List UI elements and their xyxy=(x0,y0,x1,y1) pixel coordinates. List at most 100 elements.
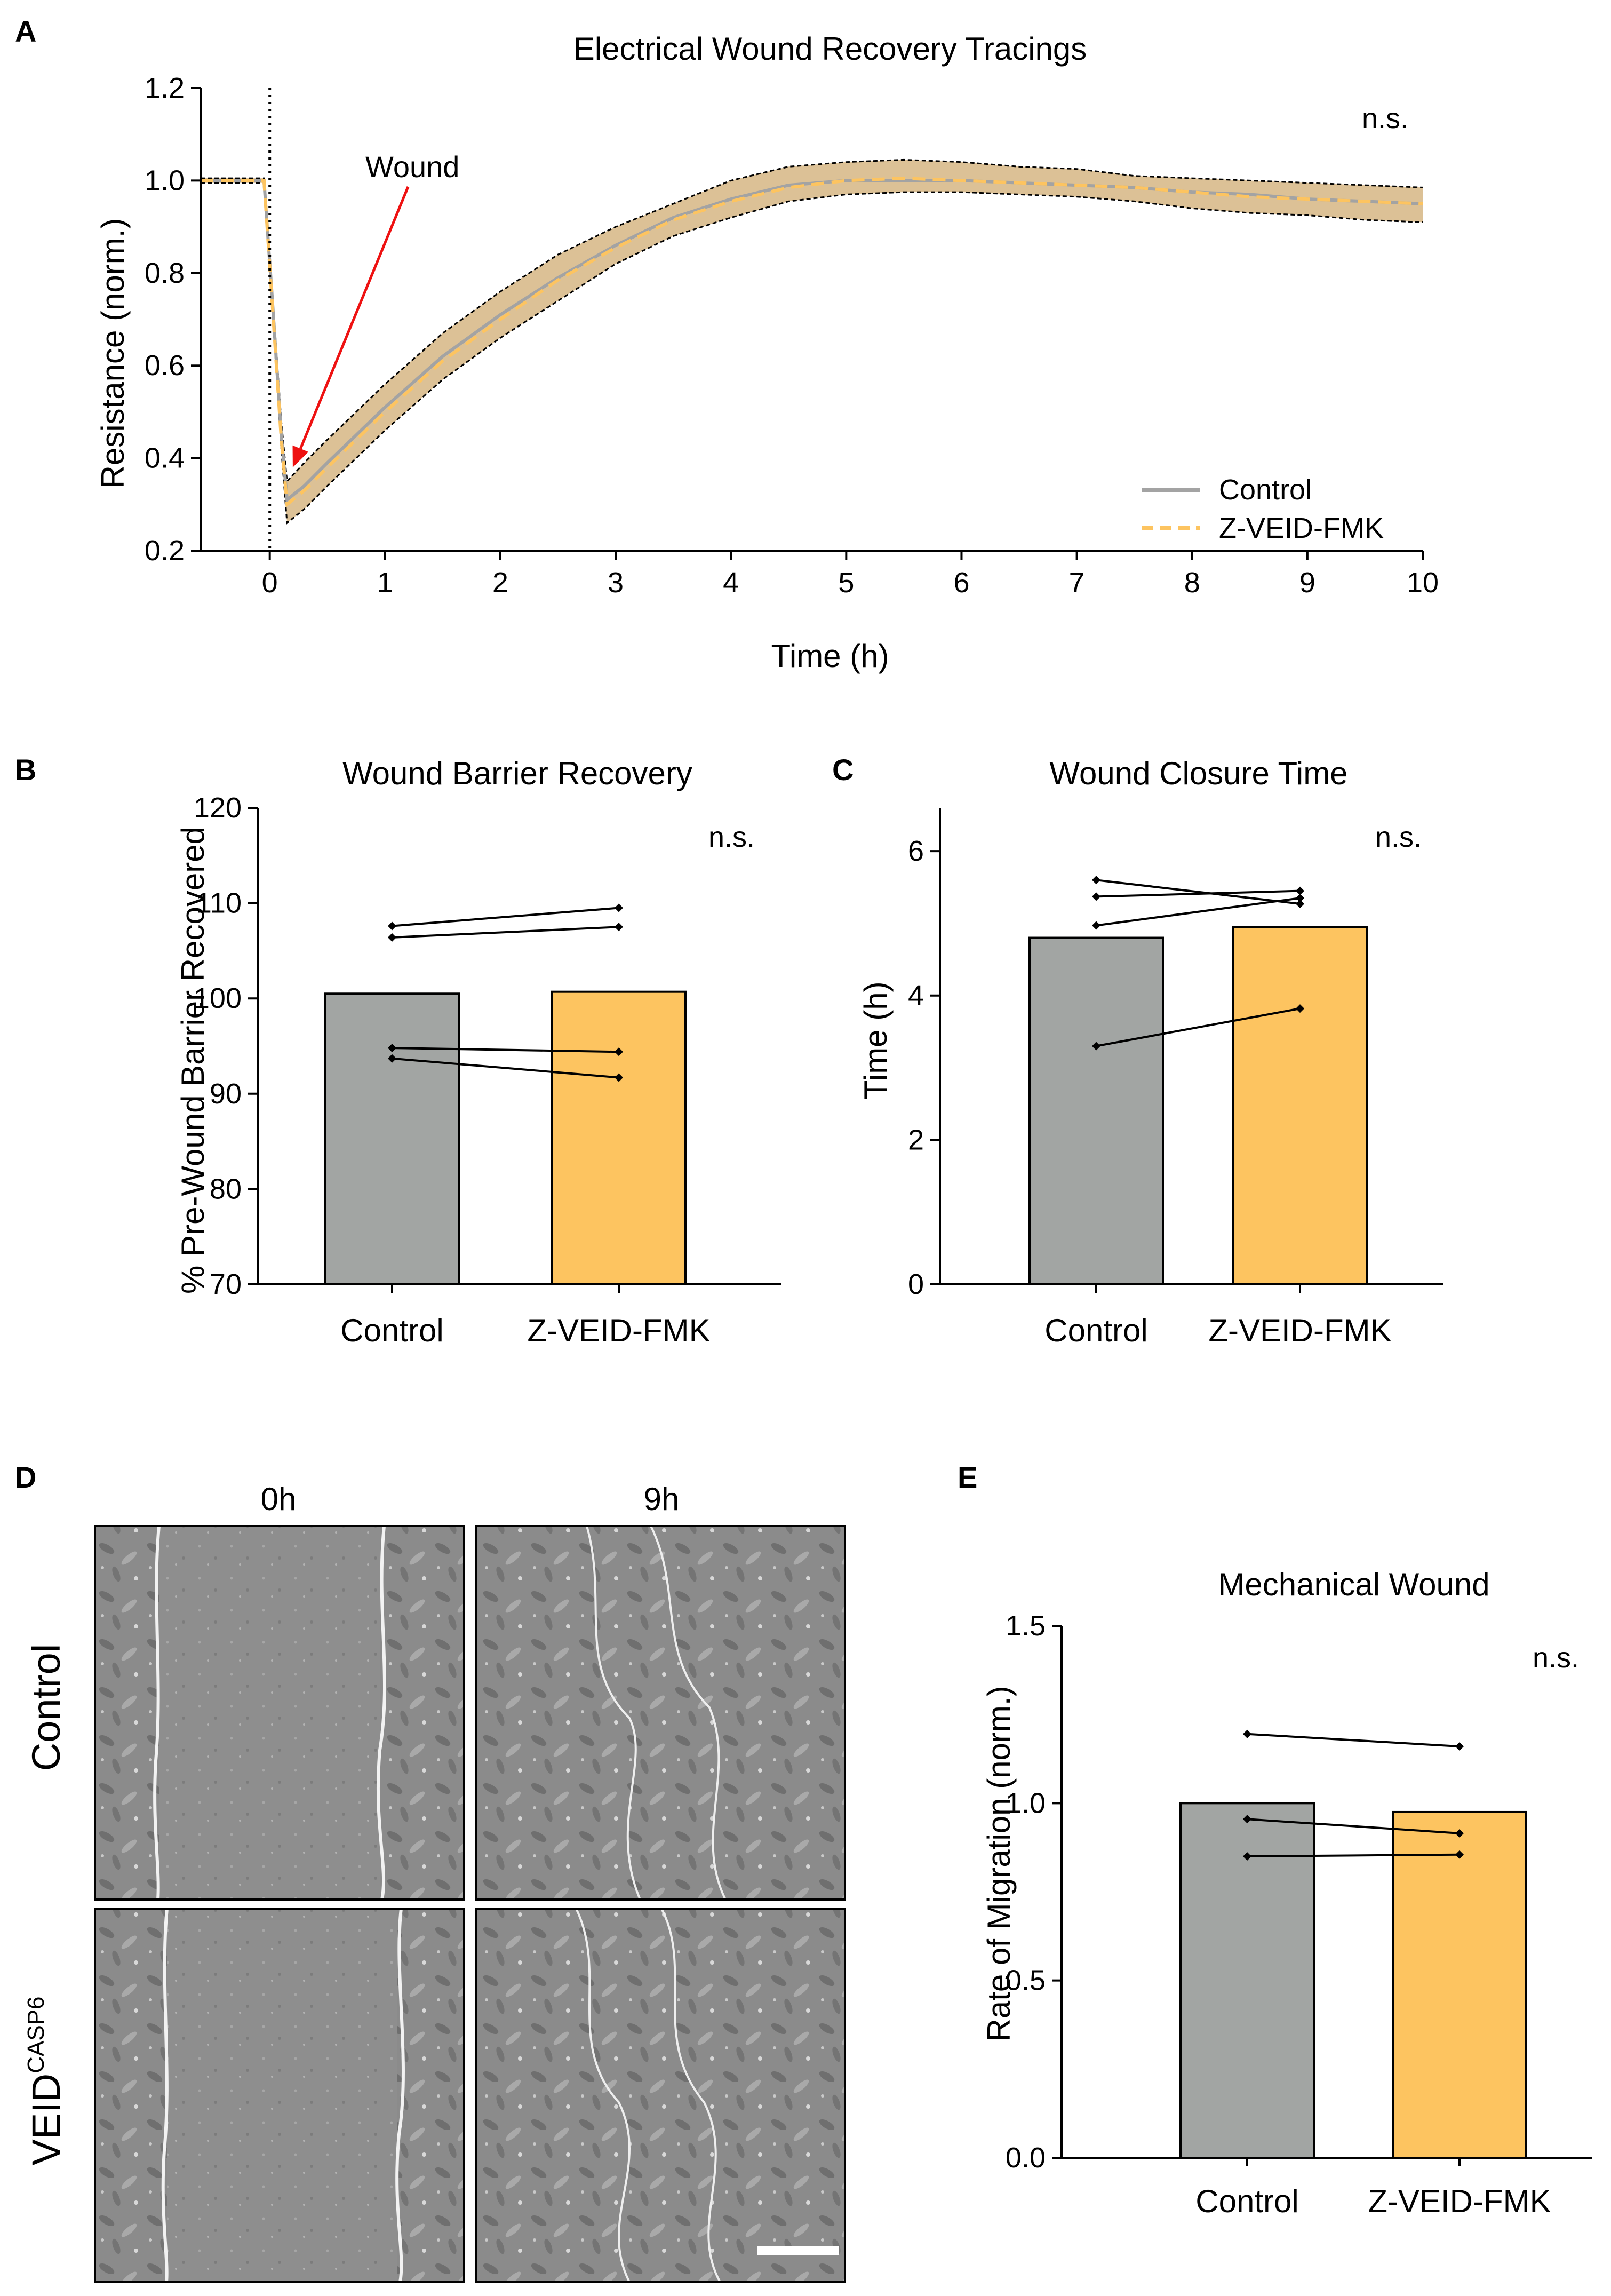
chart-b-bar-z-veid-fmk xyxy=(551,990,687,1285)
chart-c-ylabel: Time (h) xyxy=(858,981,894,1099)
chart-c-bar-control xyxy=(1028,936,1164,1285)
chart-e-pair-point xyxy=(1455,1850,1464,1859)
chart-e-ytick-label: 0.5 xyxy=(1006,1965,1046,1997)
chart-c-bar-z-veid-fmk xyxy=(1232,926,1368,1285)
panel-label-c: C xyxy=(832,753,854,786)
chart-e-pair-point xyxy=(1455,1742,1464,1751)
micrograph-row-label-control: Control xyxy=(24,1644,68,1771)
chart-e-category-label: Control xyxy=(1195,2183,1298,2219)
chart-e-category-label: Z-VEID-FMK xyxy=(1368,2183,1551,2219)
chart-c-title: Wound Closure Time xyxy=(1049,756,1347,791)
chart-b-ytick-label: 100 xyxy=(194,982,242,1014)
chart-e-ytick-label: 1.5 xyxy=(1006,1610,1046,1642)
chart-a-axes: 0.2 0.4 0.6 0.8 1.0 1.2 0 1 2 3 4 5 6 7 8 9 10 xyxy=(145,72,1439,599)
chart-e-ytick-label: 1.0 xyxy=(1006,1787,1046,1819)
chart-c-pair-point xyxy=(1092,921,1100,930)
chart-a-line-z-veid-fmk xyxy=(201,177,1423,508)
chart-e-title: Mechanical Wound xyxy=(1218,1567,1489,1602)
chart-b-ytick-label: 70 xyxy=(210,1268,242,1300)
chart-e-axes: 0.0 0.5 1.0 1.5 xyxy=(1006,1610,1592,2174)
panel-label-b: B xyxy=(15,753,36,786)
chart-b-pair-line xyxy=(392,907,619,927)
scale-bar xyxy=(757,2246,839,2255)
chart-c-pair-point xyxy=(1296,899,1304,908)
chart-a: Electrical Wound Recovery Tracings 0.20.… xyxy=(95,31,1439,674)
chart-a-ytick-label: 1.0 xyxy=(145,164,185,196)
chart-e-pair-point xyxy=(1455,1829,1464,1838)
chart-b: Wound Barrier Recovery Control Z-VEID-FMK… xyxy=(175,756,781,1348)
chart-c-pair-point xyxy=(1296,886,1304,895)
chart-a-ytick-label: 1.2 xyxy=(145,72,185,104)
chart-b-pair-point xyxy=(388,1054,396,1063)
chart-a-xtick-label: 9 xyxy=(1299,567,1315,599)
chart-a-xtick-label: 7 xyxy=(1069,567,1085,599)
chart-a-xlabel: Time (h) xyxy=(771,638,889,674)
chart-e-paired-points xyxy=(1243,1729,1464,1861)
chart-e-pair-line xyxy=(1247,1853,1460,1858)
chart-b-pair-point xyxy=(615,1073,623,1082)
micrograph-row-label-veid: VEIDCASP6 xyxy=(23,1996,68,2165)
chart-b-pair-point xyxy=(388,1044,396,1053)
chart-b-significance: n.s. xyxy=(708,821,755,853)
chart-b-pair-point xyxy=(615,923,623,932)
micrograph-col-label-9h: 9h xyxy=(644,1481,680,1517)
chart-e-significance: n.s. xyxy=(1533,1642,1579,1674)
chart-a-ylabel: Resistance (norm.) xyxy=(95,218,131,489)
chart-c-pair-line xyxy=(1096,889,1301,898)
chart-c-pair-point xyxy=(1092,876,1100,885)
chart-b-title: Wound Barrier Recovery xyxy=(342,756,692,791)
chart-a-ytick-label: 0.6 xyxy=(145,349,185,382)
chart-c-axes: 0 2 4 6 xyxy=(908,808,1443,1300)
chart-a-ytick-label: 0.8 xyxy=(145,257,185,289)
chart-a-wound-arrow xyxy=(299,186,410,449)
chart-e: Mechanical Wound Control Z-VEID-FMK 0.00.… xyxy=(981,1567,1592,2219)
chart-c: Wound Closure Time Control Z-VEID-FMK 0 2 4… xyxy=(858,756,1443,1348)
chart-a-line-control xyxy=(201,179,1423,503)
chart-e-pair-line xyxy=(1247,1733,1460,1747)
chart-b-pair-point xyxy=(388,933,396,942)
chart-e-ylabel: Rate of Migration (norm.) xyxy=(981,1686,1017,2042)
chart-c-significance: n.s. xyxy=(1375,821,1422,853)
chart-b-pair-line xyxy=(392,926,619,939)
chart-a-xtick-label: 1 xyxy=(377,567,393,599)
chart-b-bar-control xyxy=(324,992,460,1285)
chart-b-pair-line xyxy=(392,1057,619,1079)
chart-b-paired-points xyxy=(388,903,623,1082)
chart-b-ytick-label: 120 xyxy=(194,792,242,824)
chart-e-pair-point xyxy=(1243,1815,1251,1824)
chart-b-pair-point xyxy=(615,903,623,912)
chart-b-ytick-label: 80 xyxy=(210,1173,242,1205)
chart-b-ylabel: % Pre-Wound Barrier Recovered xyxy=(175,827,211,1294)
chart-a-xtick-label: 5 xyxy=(838,567,854,599)
chart-b-pair-point xyxy=(615,1047,623,1056)
chart-a-title: Electrical Wound Recovery Tracings xyxy=(573,31,1087,67)
panel-label-e: E xyxy=(958,1460,977,1494)
chart-e-pair-point xyxy=(1243,1852,1251,1861)
micrograph-control-0h xyxy=(94,1525,465,1901)
chart-a-wound-arrowhead xyxy=(292,445,309,467)
chart-b-category-label: Control xyxy=(340,1313,443,1348)
chart-c-pair-point xyxy=(1296,894,1304,903)
chart-a-error-band xyxy=(201,160,1423,523)
chart-c-pair-line xyxy=(1096,1007,1301,1047)
micrograph-control-9h xyxy=(475,1525,846,1901)
chart-c-pair-line xyxy=(1096,879,1301,905)
micrograph-panel: 0h 9h Control VEIDCASP6 xyxy=(23,1481,846,2283)
chart-c-pair-point xyxy=(1092,892,1100,901)
chart-c-category-label: Control xyxy=(1044,1313,1147,1348)
chart-c-category-label: Z-VEID-FMK xyxy=(1208,1313,1391,1348)
chart-c-ytick-label: 0 xyxy=(908,1268,924,1300)
chart-b-pair-line xyxy=(392,1047,619,1053)
chart-a-xtick-label: 10 xyxy=(1407,567,1439,599)
chart-c-ytick-label: 4 xyxy=(908,980,924,1012)
chart-a-wound-annotation: Wound xyxy=(365,150,459,184)
chart-a-xtick-label: 4 xyxy=(723,567,739,599)
chart-e-pair-point xyxy=(1243,1729,1251,1738)
chart-a-band-lower-edge xyxy=(201,182,1423,525)
chart-b-category-label: Z-VEID-FMK xyxy=(527,1313,710,1348)
chart-c-pair-point xyxy=(1092,1042,1100,1051)
chart-b-pair-point xyxy=(388,921,396,931)
chart-a-ytick-label: 0.4 xyxy=(145,442,185,474)
chart-c-ytick-label: 6 xyxy=(908,835,924,867)
